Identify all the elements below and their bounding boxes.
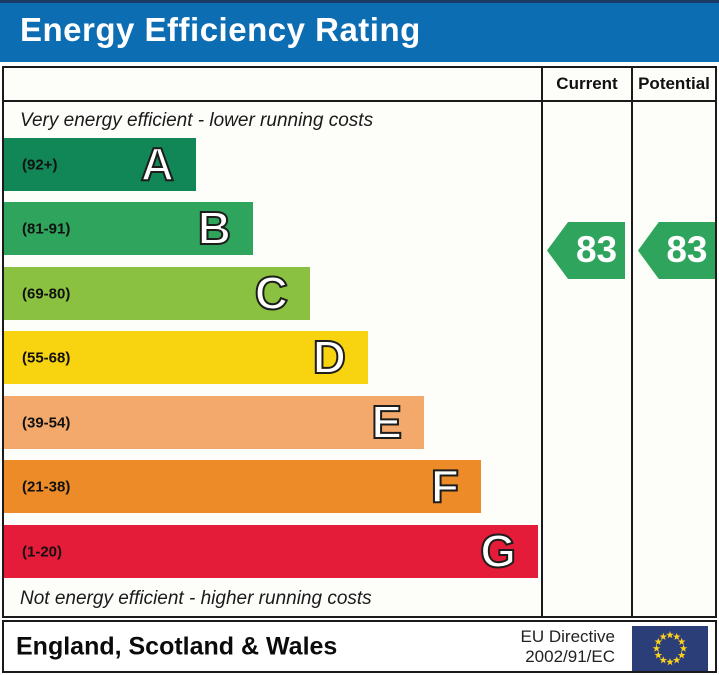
band-e-letter: E — [370, 394, 403, 448]
eu-directive-line1: EU Directive — [520, 626, 615, 646]
band-a-letter: A — [140, 136, 175, 190]
band-b-letter: B — [197, 200, 232, 254]
column-divider-current — [541, 68, 543, 616]
title-bar: Energy Efficiency Rating — [0, 0, 719, 62]
band-e: (39-54) E — [4, 394, 424, 449]
band-d-range: (55-68) — [22, 349, 71, 366]
band-c-range: (69-80) — [22, 285, 71, 302]
column-divider-potential — [631, 68, 633, 616]
potential-rating-value: 83 — [666, 228, 708, 270]
page-title: Energy Efficiency Rating — [20, 11, 421, 48]
band-d-letter: D — [312, 329, 347, 383]
band-d: (55-68) D — [4, 329, 368, 384]
band-g-letter: G — [479, 523, 517, 577]
header-divider — [4, 100, 715, 102]
band-c: (69-80) C — [4, 265, 310, 320]
band-a: (92+) A — [4, 136, 196, 191]
caption-bottom: Not energy efficient - higher running co… — [20, 588, 372, 609]
eu-flag-icon — [632, 626, 708, 671]
region-label: England, Scotland & Wales — [16, 632, 338, 660]
band-g-range: (1-20) — [22, 543, 63, 560]
current-rating-value: 83 — [575, 228, 618, 270]
band-f-letter: F — [430, 458, 460, 512]
eu-directive-label: EU Directive 2002/91/EC — [521, 627, 615, 667]
footer: England, Scotland & Wales EU Directive 2… — [2, 620, 717, 673]
band-b-range: (81-91) — [22, 220, 71, 237]
band-g: (1-20) G — [4, 523, 538, 578]
band-e-range: (39-54) — [22, 414, 71, 431]
potential-rating-arrow: 83 — [638, 222, 715, 279]
rating-chart: Current Potential Very energy efficient … — [2, 66, 717, 618]
column-header-potential: Potential — [638, 74, 710, 93]
column-header-current: Current — [556, 74, 618, 93]
band-b: (81-91) B — [4, 200, 253, 255]
band-f: (21-38) F — [4, 458, 481, 513]
caption-top: Very energy efficient - lower running co… — [20, 110, 374, 131]
current-rating-arrow: 83 — [547, 222, 625, 279]
band-a-range: (92+) — [22, 156, 58, 173]
eu-directive-line2: 2002/91/EC — [525, 646, 615, 666]
band-c-letter: C — [254, 265, 289, 319]
band-f-range: (21-38) — [22, 478, 71, 495]
